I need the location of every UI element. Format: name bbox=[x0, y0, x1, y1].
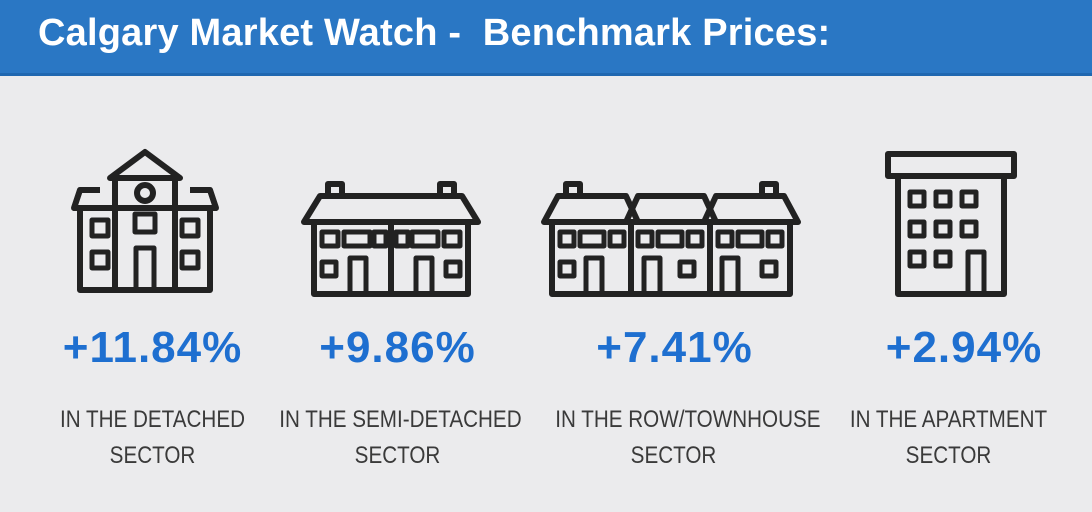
row-townhouse-label-line1: IN THE ROW/TOWNHOUSE bbox=[555, 406, 821, 433]
row-townhouse-change: +7.41% bbox=[596, 323, 753, 372]
row-townhouse-label: IN THE ROW/TOWNHOUSE SECTOR bbox=[555, 402, 821, 474]
semi-detached-label: IN THE SEMI-DETACHED SECTOR bbox=[279, 402, 522, 474]
apartment-change: +2.94% bbox=[885, 323, 1043, 372]
page-title: Calgary Market Watch - Benchmark Prices: bbox=[38, 12, 831, 54]
detached-label: IN THE DETACHED SECTOR bbox=[56, 402, 250, 474]
semi-detached-label-line1: IN THE SEMI-DETACHED bbox=[279, 406, 522, 433]
detached-label-line2: SECTOR bbox=[109, 442, 196, 469]
detached-house-icon bbox=[70, 148, 220, 296]
detached-change: +11.84% bbox=[62, 323, 243, 372]
row-townhouse-label-line2: SECTOR bbox=[630, 442, 717, 469]
apartment-label-line2: SECTOR bbox=[905, 442, 992, 469]
semi-detached-label-line2: SECTOR bbox=[354, 442, 441, 469]
apartment-label-line1: IN THE APARTMENT bbox=[849, 406, 1048, 433]
header-banner: Calgary Market Watch - Benchmark Prices: bbox=[0, 0, 1092, 76]
apartment-label: IN THE APARTMENT SECTOR bbox=[843, 402, 1054, 474]
semi-detached-house-icon bbox=[300, 180, 482, 298]
detached-label-line1: IN THE DETACHED bbox=[59, 406, 246, 433]
apartment-building-icon bbox=[884, 150, 1018, 298]
semi-detached-change: +9.86% bbox=[319, 323, 476, 372]
row-townhouse-icon bbox=[540, 180, 802, 298]
